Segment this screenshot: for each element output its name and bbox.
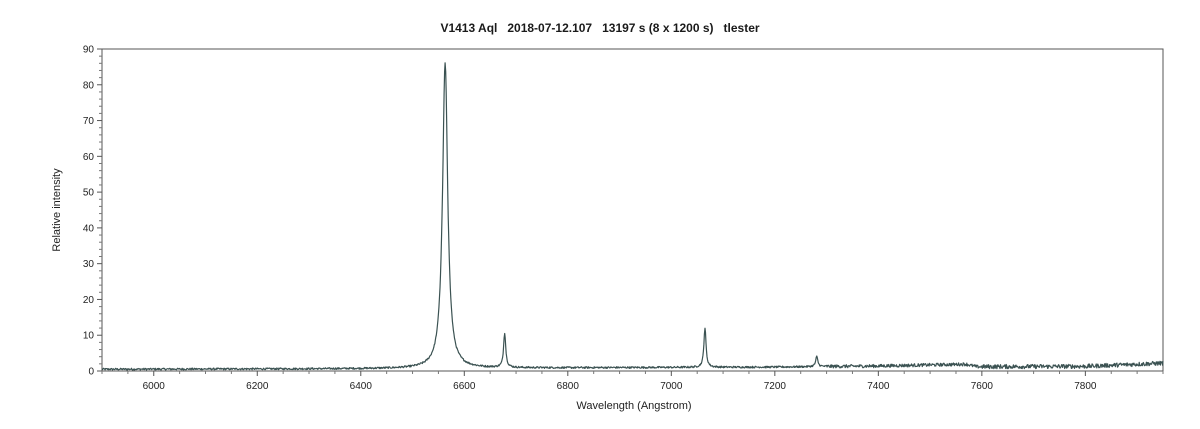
x-tick-label: 7600 (971, 381, 994, 392)
series-layer (101, 62, 1164, 371)
x-tick-label: 7200 (764, 381, 787, 392)
x-tick-label: 6400 (350, 381, 373, 392)
x-tick-label: 7000 (660, 381, 683, 392)
y-tick-label: 40 (83, 223, 95, 234)
y-tick-label: 20 (83, 295, 95, 306)
tick-labels: 0 10 20 30 40 50 60 70 80 90 6000 6200 6400 6600 6800 7… (83, 45, 1097, 393)
spectrum-series-line (101, 62, 1164, 371)
plot-frame (101, 48, 1164, 372)
x-tick-label: 6600 (453, 381, 476, 392)
x-tick-label: 7800 (1074, 381, 1097, 392)
chart-title: V1413 Aql 2018-07-12.107 13197 s (8 x 12… (440, 21, 760, 35)
y-tick-label: 90 (83, 45, 95, 56)
axes (97, 48, 1164, 376)
x-tick-label: 7400 (867, 381, 890, 392)
y-axis-label: Relative intensity (51, 168, 63, 252)
x-tick-label: 6200 (246, 381, 269, 392)
y-tick-label: 70 (83, 116, 95, 127)
y-tick-label: 10 (83, 331, 95, 342)
y-tick-label: 60 (83, 152, 95, 163)
x-axis-label: Wavelength (Angstrom) (576, 400, 691, 412)
x-tick-label: 6000 (143, 381, 166, 392)
y-tick-label: 80 (83, 80, 95, 91)
y-tick-label: 50 (83, 188, 95, 199)
x-tick-label: 6800 (557, 381, 580, 392)
y-tick-label: 30 (83, 259, 95, 270)
y-tick-label: 0 (88, 367, 94, 378)
